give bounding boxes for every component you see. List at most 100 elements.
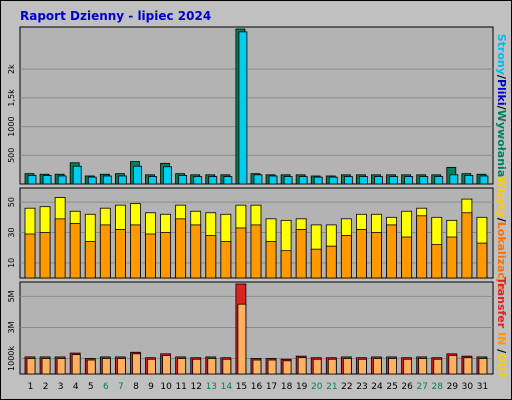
bar-bottom-2-29 [448,354,458,375]
y-tick-label: 1000 [7,116,16,136]
bar-top-2-2 [42,174,52,185]
bar-top-2-7 [117,175,127,185]
panel-top-background [19,26,494,185]
bar-bottom-2-16 [252,359,262,375]
y-tick-label: 1,5k [7,89,16,107]
bar-middle-2-12 [190,224,202,279]
bar-middle-2-8 [130,224,141,279]
bar-bottom-2-23 [358,358,367,375]
bar-middle-2-20 [310,248,322,279]
y-tick-label: 5M [7,290,16,302]
bar-middle-2-14 [220,241,232,279]
x-tick-label: 28 [432,382,444,392]
x-tick-label: 25 [386,382,397,392]
x-tick-label: 29 [447,382,459,392]
x-tick-label: 8 [133,382,139,392]
legend-entry: Wywołania [495,110,508,178]
bar-top-2-22 [343,176,353,185]
bar-top-2-14 [223,176,233,185]
chart-title: Raport Dzienny - lipiec 2024 [20,9,211,23]
bar-middle-2-28 [431,244,443,279]
legend-middle: Wizyty/Lokalizacje [495,176,508,290]
x-tick-label: 9 [148,382,154,392]
bar-middle-2-29 [446,236,458,279]
y-tick-label: 3M [7,321,16,333]
bar-top-2-25 [389,176,398,185]
bar-bottom-2-1 [26,358,36,375]
bar-middle-2-27 [416,215,428,279]
y-tick-label: 1000k [7,346,16,371]
legend-entry: / [495,349,508,354]
bar-bottom-2-21 [327,358,337,375]
x-tick-label: 21 [326,382,337,392]
legend-entry: / [495,106,508,111]
bar-bottom-2-5 [86,359,96,375]
bar-top-2-12 [193,176,203,185]
bar-bottom-2-15 [237,303,247,375]
y-tick-label: 50 [7,197,16,207]
bar-top-2-24 [374,176,383,185]
y-tick-label: 10 [7,258,16,268]
bar-middle-2-2 [39,232,51,279]
x-tick-label: 4 [73,382,79,392]
bar-bottom-2-10 [162,354,171,375]
x-tick-label: 16 [251,382,263,392]
bar-bottom-2-7 [116,358,126,375]
bar-top-2-30 [464,174,474,185]
legend-entry: / [495,75,508,80]
bar-bottom-2-25 [388,358,397,375]
bar-middle-2-31 [476,242,488,279]
x-tick-label: 30 [462,382,474,392]
bar-top-2-15 [238,31,248,185]
x-tick-label: 22 [341,382,352,392]
legend-entry: Transfer [495,277,508,329]
bar-middle-2-9 [145,233,156,279]
bar-bottom-2-8 [132,353,141,375]
bar-bottom-2-19 [297,357,307,375]
bar-top-2-21 [328,176,338,185]
x-tick-label: 27 [416,382,427,392]
bar-top-2-23 [359,176,368,185]
bar-bottom-2-11 [177,358,187,375]
bar-middle-2-25 [386,224,397,279]
bar-middle-2-5 [84,241,96,279]
bar-bottom-2-13 [207,358,217,375]
legend-entry: Pliki [495,79,508,106]
legend-entry: Wizyty [495,176,508,218]
x-tick-label: 18 [281,382,293,392]
y-tick-label: 500 [7,148,16,163]
bar-middle-2-21 [325,245,337,279]
bar-bottom-2-24 [373,358,382,375]
legend-top: Strony/Pliki/Wywołania [495,34,508,178]
x-tick-label: 13 [206,382,217,392]
x-tick-label: 1 [28,382,34,392]
bar-top-2-1 [27,174,37,185]
bar-middle-2-4 [69,222,81,279]
bar-top-2-31 [479,175,489,185]
bar-bottom-2-26 [403,358,413,375]
bar-bottom-2-27 [418,358,428,375]
bar-bottom-2-28 [433,358,443,375]
x-tick-label: 5 [88,382,94,392]
bar-middle-2-3 [54,218,66,279]
bar-bottom-2-17 [267,359,277,375]
legend-entry: IN [495,328,508,349]
x-tick-label: 19 [296,382,308,392]
bar-top-2-17 [268,175,278,185]
x-tick-label: 24 [371,382,383,392]
x-tick-label: 11 [175,382,186,392]
x-tick-label: 2 [43,382,49,392]
bar-bottom-2-18 [282,360,292,375]
bar-top-2-29 [449,174,459,185]
bar-top-2-19 [298,176,308,185]
x-tick-label: 20 [311,382,323,392]
x-tick-label: 10 [160,382,172,392]
bar-bottom-2-3 [56,358,66,375]
bar-middle-2-19 [295,229,307,279]
bar-middle-2-26 [401,236,413,279]
bar-middle-2-16 [250,224,262,279]
bar-top-2-6 [102,175,112,185]
panel-bottom: 1000k 3M 5M [7,281,494,375]
